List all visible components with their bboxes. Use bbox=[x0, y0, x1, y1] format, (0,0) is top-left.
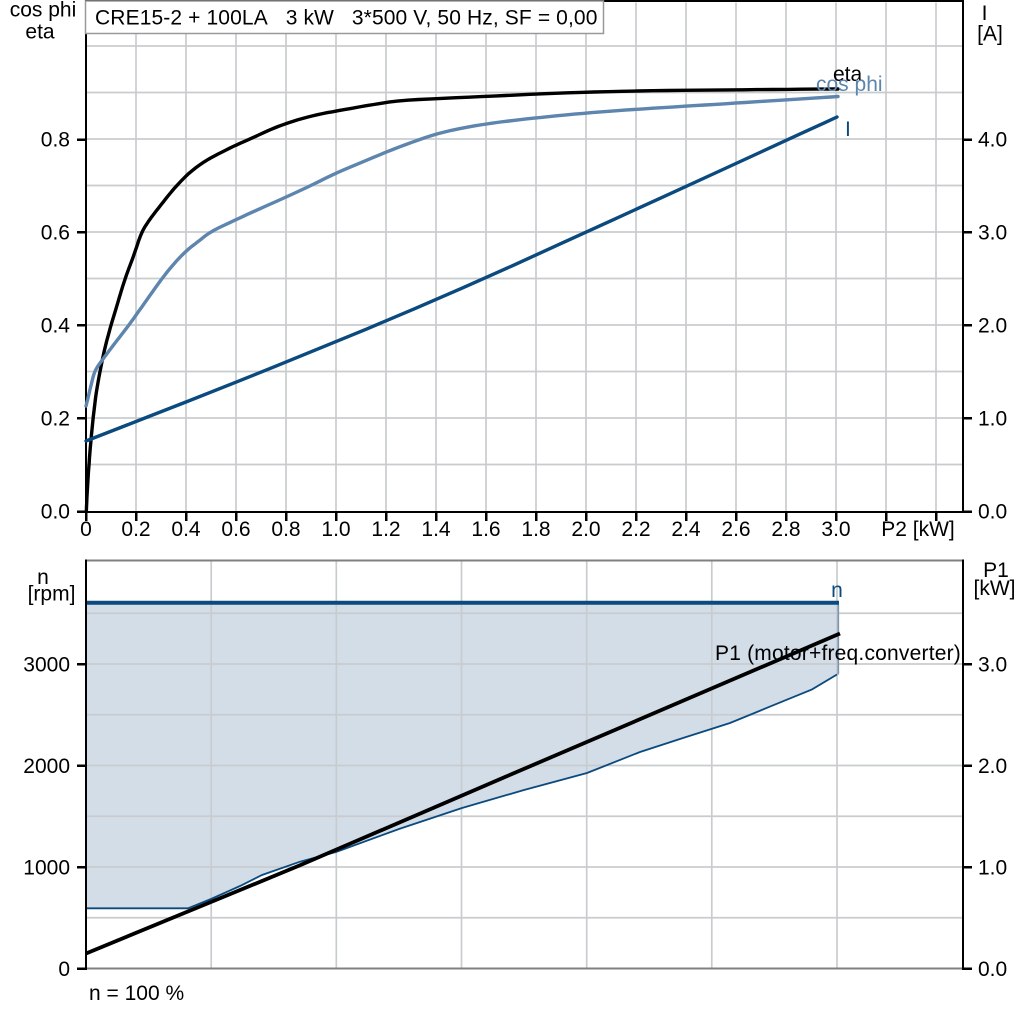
svg-text:1.8: 1.8 bbox=[521, 518, 550, 541]
svg-text:0.6: 0.6 bbox=[221, 518, 250, 541]
svg-text:1.0: 1.0 bbox=[978, 857, 1007, 880]
svg-text:n = 100 %: n = 100 % bbox=[89, 982, 184, 1005]
svg-text:2.0: 2.0 bbox=[978, 315, 1007, 338]
svg-text:1.4: 1.4 bbox=[421, 518, 451, 541]
svg-text:2.0: 2.0 bbox=[978, 755, 1007, 778]
svg-text:I: I bbox=[982, 2, 988, 25]
svg-text:0: 0 bbox=[58, 958, 70, 981]
svg-text:cos phi: cos phi bbox=[816, 73, 883, 96]
svg-text:[rpm]: [rpm] bbox=[28, 583, 76, 606]
svg-text:0.0: 0.0 bbox=[978, 501, 1007, 524]
svg-text:3.0: 3.0 bbox=[978, 654, 1007, 677]
svg-text:n: n bbox=[831, 579, 843, 602]
svg-text:2.8: 2.8 bbox=[771, 518, 800, 541]
svg-text:1.0: 1.0 bbox=[321, 518, 350, 541]
svg-text:3.0: 3.0 bbox=[821, 518, 850, 541]
svg-text:n: n bbox=[37, 566, 49, 589]
svg-text:0: 0 bbox=[80, 518, 92, 541]
svg-text:[A]: [A] bbox=[977, 23, 1003, 46]
svg-text:2.2: 2.2 bbox=[621, 518, 650, 541]
svg-text:0.4: 0.4 bbox=[41, 315, 71, 338]
svg-text:0.8: 0.8 bbox=[41, 129, 70, 152]
svg-text:0.2: 0.2 bbox=[41, 408, 70, 431]
svg-text:eta: eta bbox=[25, 21, 55, 44]
svg-text:2.4: 2.4 bbox=[671, 518, 701, 541]
svg-text:4.0: 4.0 bbox=[978, 129, 1007, 152]
svg-text:2000: 2000 bbox=[23, 755, 70, 778]
svg-text:0.6: 0.6 bbox=[41, 222, 70, 245]
svg-text:0.0: 0.0 bbox=[978, 958, 1007, 981]
svg-text:P1: P1 bbox=[983, 559, 1009, 582]
svg-text:cos phi: cos phi bbox=[10, 0, 77, 22]
svg-text:3000: 3000 bbox=[23, 654, 70, 677]
svg-text:3.0: 3.0 bbox=[978, 222, 1007, 245]
svg-text:1.6: 1.6 bbox=[471, 518, 500, 541]
svg-text:0.2: 0.2 bbox=[121, 518, 150, 541]
svg-text:[kW]: [kW] bbox=[974, 577, 1016, 600]
svg-text:0.8: 0.8 bbox=[271, 518, 300, 541]
svg-text:1000: 1000 bbox=[23, 857, 70, 880]
svg-text:2.0: 2.0 bbox=[571, 518, 600, 541]
svg-text:I: I bbox=[845, 118, 851, 141]
svg-text:0.0: 0.0 bbox=[41, 501, 70, 524]
svg-text:CRE15-2 + 100LA 3 kW 3*500: CRE15-2 + 100LA 3 kW 3*500 V, 50 Hz, SF … bbox=[95, 7, 598, 30]
svg-text:P2 [kW]: P2 [kW] bbox=[881, 518, 955, 541]
svg-text:2.6: 2.6 bbox=[721, 518, 750, 541]
svg-text:1.0: 1.0 bbox=[978, 408, 1007, 431]
svg-text:P1 (motor+freq.converter): P1 (motor+freq.converter) bbox=[715, 642, 961, 665]
svg-text:eta: eta bbox=[833, 63, 863, 86]
svg-text:1.2: 1.2 bbox=[371, 518, 400, 541]
svg-text:0.4: 0.4 bbox=[171, 518, 201, 541]
